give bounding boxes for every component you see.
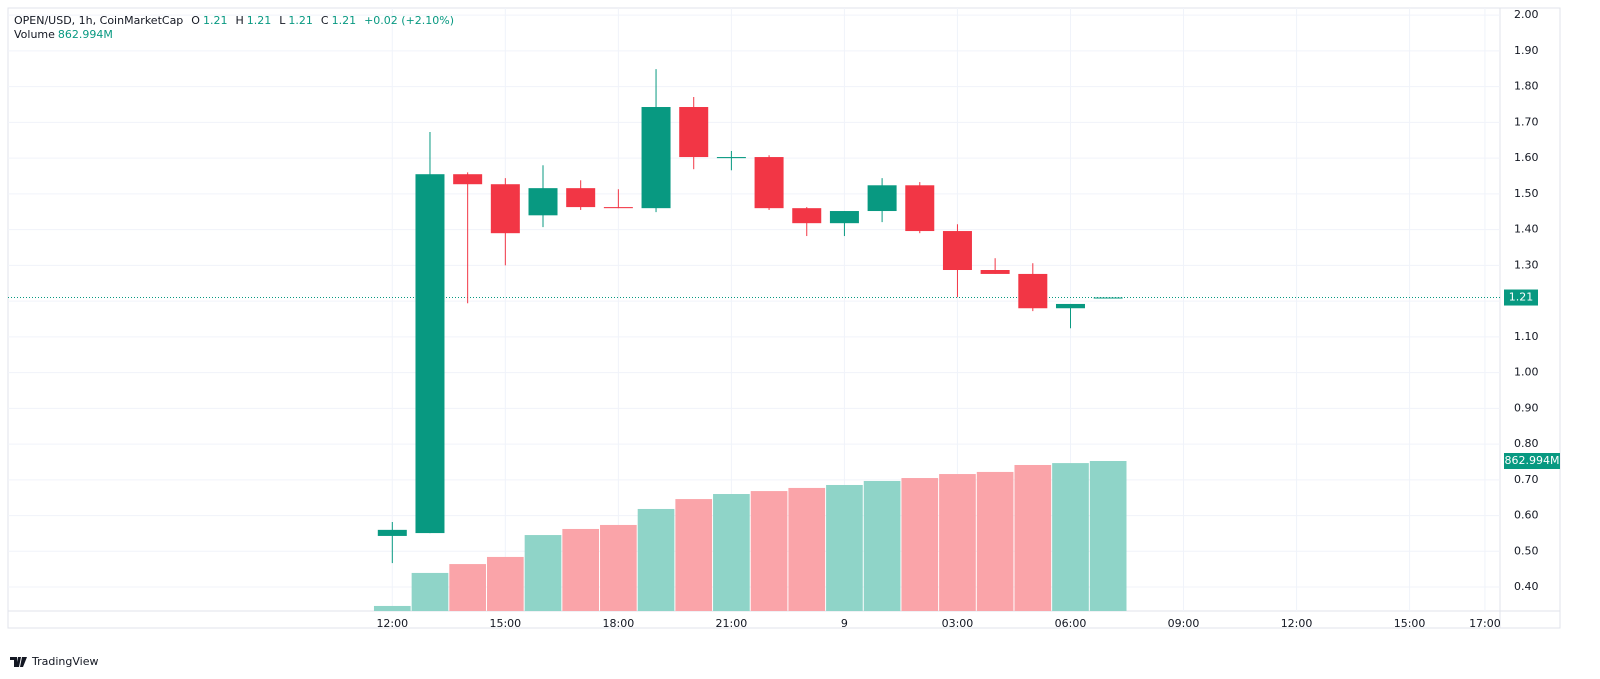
price-label: 1.21 <box>1509 291 1534 304</box>
volume-bar <box>637 508 675 611</box>
candle-body <box>942 231 972 271</box>
ohlc-key: C <box>320 14 329 27</box>
y-tick-label: 1.40 <box>1514 223 1539 236</box>
volume-bar <box>750 491 788 611</box>
candle-body <box>905 185 935 232</box>
x-tick-label: 09:00 <box>1168 617 1200 630</box>
x-tick-label: 17:00 <box>1469 617 1501 630</box>
y-tick-label: 1.60 <box>1514 151 1539 164</box>
y-tick-label: 1.00 <box>1514 366 1539 379</box>
volume-bar <box>1014 464 1052 611</box>
y-tick-label: 1.30 <box>1514 258 1539 271</box>
ohlc-value: 1.21 <box>246 14 272 27</box>
volume-bar <box>901 478 939 611</box>
brand-logo <box>10 656 27 667</box>
candle-body <box>603 207 633 209</box>
symbol-title: OPEN/USD, 1h, CoinMarketCap <box>14 14 184 27</box>
x-tick-label: 06:00 <box>1055 617 1087 630</box>
volume-bar <box>486 556 524 611</box>
x-tick-label: 9 <box>841 617 848 630</box>
candle-body <box>754 157 784 209</box>
brand-name: TradingView <box>32 655 99 668</box>
volume-label-bg <box>1504 453 1560 469</box>
candle-body <box>980 270 1010 274</box>
candle-body <box>716 157 746 159</box>
symbol-legend: OPEN/USD, 1h, CoinMarketCap O 1.21 H 1.21 … <box>14 14 454 27</box>
volume-bar <box>1052 463 1089 611</box>
y-tick-label: 0.90 <box>1514 401 1539 414</box>
y-tick-label: 1.70 <box>1514 115 1539 128</box>
candle-body <box>1018 273 1048 309</box>
volume-bar <box>939 474 976 611</box>
volume-bar <box>863 480 901 611</box>
candle-body <box>679 107 709 158</box>
x-tick-label: 12:00 <box>1281 617 1313 630</box>
y-tick-label: 0.40 <box>1514 580 1539 593</box>
volume-bar <box>411 572 449 611</box>
volume-bar <box>600 524 637 611</box>
volume-bar <box>826 484 863 611</box>
y-tick-label: 0.70 <box>1514 473 1539 486</box>
volume-bar <box>713 494 750 611</box>
volume-bar <box>976 471 1014 611</box>
y-tick-label: 1.50 <box>1514 187 1539 200</box>
candle-body <box>1093 297 1123 299</box>
volume-axis-label: 862.994M <box>1505 454 1560 467</box>
candle-body <box>415 174 445 534</box>
y-tick-label: 0.80 <box>1514 437 1539 450</box>
y-tick-label: 1.90 <box>1514 44 1539 57</box>
ohlc-key: O <box>191 14 200 27</box>
y-tick-label: 2.00 <box>1514 8 1539 21</box>
candle-body <box>641 107 671 209</box>
volume-bar <box>524 535 562 611</box>
ohlc-value: 1.21 <box>202 14 228 27</box>
volume-value: 862.994M <box>57 28 113 41</box>
y-tick-label: 1.10 <box>1514 330 1539 343</box>
volume-bar <box>1089 461 1127 611</box>
change: +0.02 (+2.10%) <box>364 14 455 27</box>
x-tick-label: 03:00 <box>942 617 974 630</box>
volume-legend: Volume 862.994M <box>14 28 113 41</box>
plot-frame <box>7 7 1561 629</box>
volume-bar <box>675 499 713 611</box>
ohlc-value: 1.21 <box>331 14 357 27</box>
price-label-bg <box>1504 289 1538 306</box>
ohlc-key: L <box>279 14 286 27</box>
candle-body <box>566 188 596 208</box>
x-tick-label: 21:00 <box>716 617 748 630</box>
volume-title: Volume <box>14 28 55 41</box>
ohlc-value: 1.21 <box>288 14 313 27</box>
volume-bar <box>788 487 826 611</box>
candle-body <box>867 185 897 212</box>
candle-body <box>829 211 859 224</box>
candle-body <box>792 208 822 224</box>
y-tick-label: 0.50 <box>1514 544 1539 557</box>
candle-body <box>490 184 520 234</box>
x-tick-label: 15:00 <box>1394 617 1426 630</box>
x-tick-label: 18:00 <box>603 617 635 630</box>
candle-body <box>453 174 483 185</box>
ohlc-key: H <box>235 14 244 27</box>
x-tick-label: 15:00 <box>489 617 521 630</box>
y-tick-label: 1.80 <box>1514 80 1539 93</box>
candle-body <box>377 529 407 536</box>
volume-bar <box>373 605 411 611</box>
x-tick-label: 12:00 <box>376 617 408 630</box>
candle-body <box>528 188 558 216</box>
volume-bar <box>562 528 600 611</box>
volume-bar <box>449 564 486 611</box>
brand[interactable]: TradingView <box>10 655 98 668</box>
candle-body <box>1055 303 1085 309</box>
y-tick-label: 0.60 <box>1514 509 1539 522</box>
